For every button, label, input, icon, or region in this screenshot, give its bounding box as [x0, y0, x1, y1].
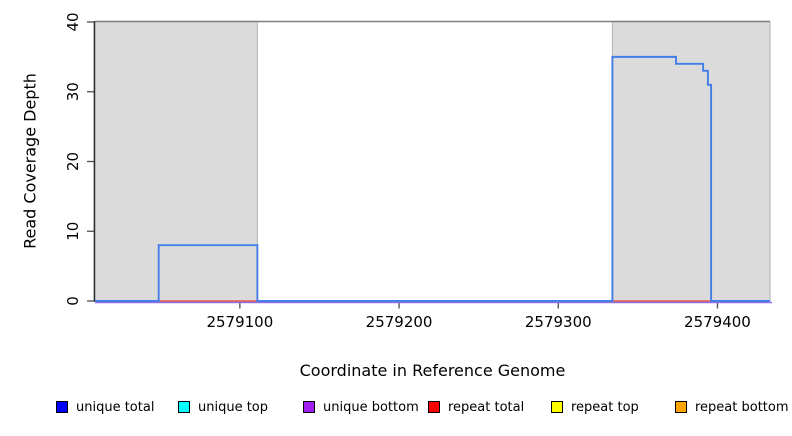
x-axis-title: Coordinate in Reference Genome: [299, 361, 566, 380]
legend-label: repeat bottom: [695, 399, 789, 415]
unique-total-line: [95, 55, 770, 302]
x-tick-label: 2579300: [525, 313, 592, 331]
x-tick-label: 2579100: [206, 313, 273, 331]
repeat-region-shading: [612, 21, 770, 301]
unique-top-swatch-icon: [178, 401, 190, 413]
legend-item-unique-bottom: unique bottom: [303, 399, 419, 415]
repeat-top-swatch-icon: [551, 401, 563, 413]
repeat-bottom-swatch-icon: [675, 401, 687, 413]
legend-item-unique-top: unique top: [178, 399, 269, 415]
y-tick-label: 30: [64, 82, 82, 101]
legend-label: unique bottom: [323, 399, 419, 415]
y-axis-title: Read Coverage Depth: [20, 73, 40, 249]
repeat-region-shading: [95, 21, 258, 301]
legend-item-repeat-top: repeat top: [551, 399, 639, 415]
legend-item-repeat-bottom: repeat bottom: [675, 399, 789, 415]
unique-bottom-swatch-icon: [303, 401, 315, 413]
legend-item-repeat-total: repeat total: [428, 399, 525, 415]
x-tick-label: 2579200: [366, 313, 433, 331]
repeat-total-swatch-icon: [428, 401, 440, 413]
y-tick-label: 10: [64, 222, 82, 241]
x-tick-label: 2579400: [684, 313, 751, 331]
legend-label: repeat total: [448, 399, 525, 415]
y-tick-label: 20: [64, 152, 82, 171]
legend-label: unique total: [76, 399, 155, 415]
unique-total-swatch-icon: [56, 401, 68, 413]
y-tick-label: 40: [64, 12, 82, 31]
legend-label: unique top: [198, 399, 269, 415]
legend-item-unique-total: unique total: [56, 399, 155, 415]
y-tick-label: 0: [64, 296, 82, 306]
legend-label: repeat top: [571, 399, 639, 415]
legend: unique total unique top unique bottom re…: [0, 400, 792, 420]
